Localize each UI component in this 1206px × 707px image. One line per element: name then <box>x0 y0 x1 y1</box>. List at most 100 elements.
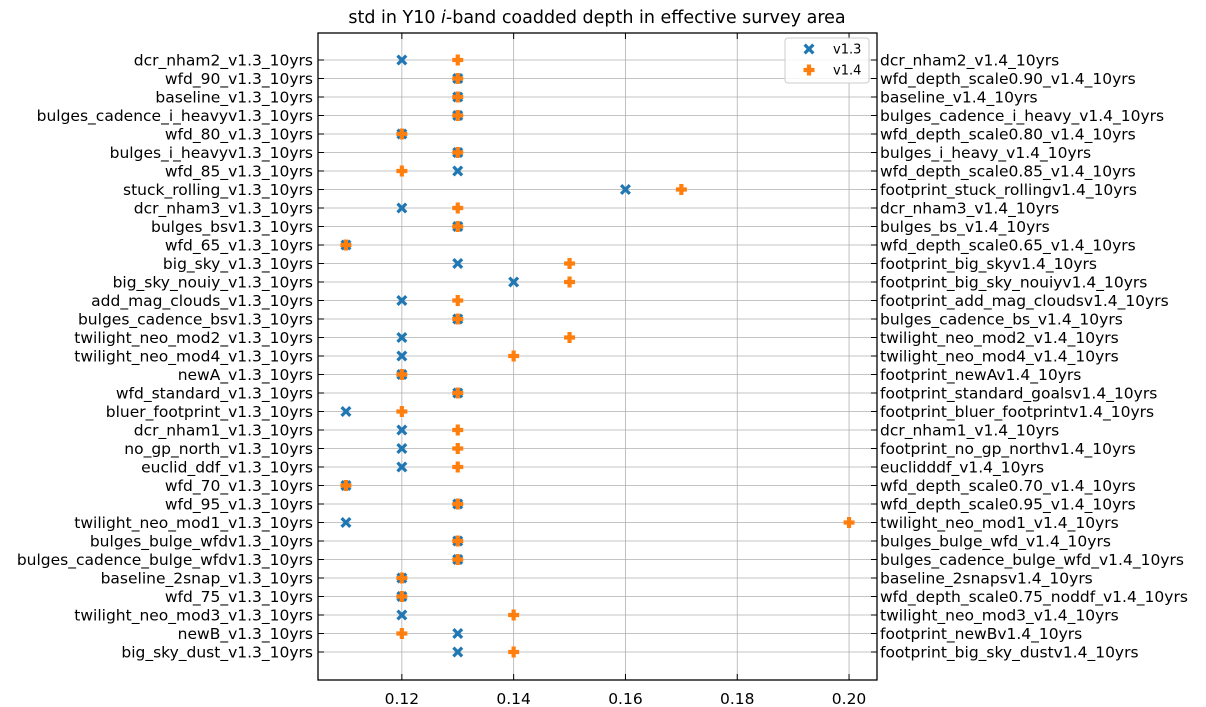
point-v1.4 <box>452 554 464 565</box>
right-row-label: twilight_neo_mod1_v1.4_10yrs <box>880 514 1119 533</box>
point-v1.4 <box>452 54 464 66</box>
point-v1.3 <box>508 276 520 288</box>
point-v1.3 <box>396 202 408 214</box>
left-row-label: wfd_95_v1.3_10yrs <box>165 496 313 515</box>
right-row-label: twilight_neo_mod4_v1.4_10yrs <box>880 348 1119 367</box>
left-row-label: bulges_cadence_i_heavyv1.3_10yrs <box>37 107 313 126</box>
left-row-label: twilight_neo_mod1_v1.3_10yrs <box>74 514 313 533</box>
x-tick-label: 0.20 <box>832 690 867 707</box>
legend-label: v1.4 <box>833 64 861 79</box>
point-v1.4 <box>564 332 576 343</box>
left-row-label: dcr_nham1_v1.3_10yrs <box>134 422 313 441</box>
left-row-label: wfd_85_v1.3_10yrs <box>165 163 313 182</box>
x-axis-tick-labels: 0.12 0.14 0.16 0.18 0.20 <box>385 690 867 707</box>
left-row-label: bulges_i_heavyv1.3_10yrs <box>110 144 313 163</box>
right-row-label: footprint_newBv1.4_10yrs <box>880 625 1082 644</box>
left-row-label: wfd_80_v1.3_10yrs <box>165 126 313 145</box>
point-v1.4 <box>508 646 520 658</box>
right-row-label: dcr_nham2_v1.4_10yrs <box>880 52 1059 71</box>
right-row-label: footprint_no_gp_northv1.4_10yrs <box>880 440 1136 459</box>
left-row-label: bulges_cadence_bsv1.3_10yrs <box>78 311 313 330</box>
x-tick-label: 0.12 <box>385 690 420 707</box>
point-v1.4 <box>843 517 855 528</box>
right-axis-labels: dcr_nham2_v1.4_10yrswfd_depth_scale0.90_… <box>880 52 1188 663</box>
right-row-label: footprint_stuck_rollingv1.4_10yrs <box>880 181 1137 200</box>
right-row-label: bulges_bs_v1.4_10yrs <box>880 218 1050 237</box>
left-row-label: newA_v1.3_10yrs <box>178 366 313 385</box>
point-v1.3 <box>396 443 408 454</box>
right-row-label: euclidddf_v1.4_10yrs <box>880 459 1044 478</box>
left-row-label: bulges_cadence_bulge_wfdv1.3_10yrs <box>17 551 313 570</box>
legend-label: v1.3 <box>833 43 861 58</box>
point-v1.3 <box>396 424 408 436</box>
right-row-label: footprint_big_sky_dustv1.4_10yrs <box>880 644 1139 663</box>
point-v1.4 <box>396 128 408 140</box>
right-row-label: wfd_depth_scale0.95_v1.4_10yrs <box>880 496 1136 515</box>
right-row-label: wfd_depth_scale0.85_v1.4_10yrs <box>880 163 1136 182</box>
point-v1.4 <box>452 424 464 436</box>
x-tick-label: 0.18 <box>720 690 755 707</box>
right-row-label: footprint_big_skyv1.4_10yrs <box>880 255 1097 274</box>
point-v1.3 <box>452 258 464 269</box>
point-v1.4 <box>340 480 352 491</box>
point-v1.3 <box>619 184 631 195</box>
right-row-label: footprint_bluer_footprintv1.4_10yrs <box>880 403 1154 422</box>
left-row-label: wfd_70_v1.3_10yrs <box>165 477 313 496</box>
right-row-label: wfd_depth_scale0.80_v1.4_10yrs <box>880 126 1136 145</box>
point-v1.3 <box>396 332 408 343</box>
right-row-label: wfd_depth_scale0.75_noddf_v1.4_10yrs <box>880 588 1188 607</box>
title-suffix: -band coadded depth in effective survey … <box>446 8 846 28</box>
title-prefix: std in Y10 <box>348 8 441 28</box>
grid <box>318 33 877 680</box>
point-v1.4 <box>396 369 408 380</box>
point-v1.3 <box>452 165 464 177</box>
left-row-label: baseline_2snap_v1.3_10yrs <box>101 570 313 589</box>
point-v1.3 <box>396 350 408 362</box>
right-row-label: bulges_cadence_bs_v1.4_10yrs <box>880 311 1123 330</box>
point-v1.4 <box>452 91 464 103</box>
left-row-label: bulges_bsv1.3_10yrs <box>151 218 313 237</box>
point-v1.4 <box>508 350 520 362</box>
right-row-label: footprint_standard_goalsv1.4_10yrs <box>880 385 1157 404</box>
left-row-label: wfd_standard_v1.3_10yrs <box>116 385 313 404</box>
right-row-label: dcr_nham3_v1.4_10yrs <box>880 200 1059 219</box>
axis-ticks <box>318 33 877 680</box>
right-row-label: baseline_v1.4_10yrs <box>880 89 1038 108</box>
left-row-label: dcr_nham2_v1.3_10yrs <box>134 52 313 71</box>
left-row-label: stuck_rolling_v1.3_10yrs <box>123 181 313 200</box>
point-v1.3 <box>452 628 464 639</box>
right-row-label: wfd_depth_scale0.90_v1.4_10yrs <box>880 70 1136 89</box>
point-v1.4 <box>396 406 408 417</box>
left-row-label: add_mag_clouds_v1.3_10yrs <box>91 292 313 311</box>
point-v1.4 <box>452 147 464 158</box>
right-row-label: footprint_newAv1.4_10yrs <box>880 366 1081 385</box>
left-row-label: twilight_neo_mod3_v1.3_10yrs <box>74 607 313 626</box>
point-v1.4 <box>452 221 464 232</box>
right-row-label: bulges_bulge_wfd_v1.4_10yrs <box>880 533 1111 552</box>
left-row-label: wfd_65_v1.3_10yrs <box>165 237 313 256</box>
point-v1.3 <box>396 609 408 621</box>
right-row-label: baseline_2snapsv1.4_10yrs <box>880 570 1093 589</box>
point-v1.4 <box>452 202 464 214</box>
left-row-label: twilight_neo_mod2_v1.3_10yrs <box>74 329 313 348</box>
right-row-label: wfd_depth_scale0.65_v1.4_10yrs <box>880 237 1136 256</box>
point-v1.4 <box>452 313 464 325</box>
point-v1.4 <box>396 591 408 602</box>
left-row-label: euclid_ddf_v1.3_10yrs <box>141 459 313 478</box>
right-row-label: twilight_neo_mod3_v1.4_10yrs <box>880 607 1119 626</box>
right-row-label: twilight_neo_mod2_v1.4_10yrs <box>880 329 1119 348</box>
point-v1.4 <box>396 628 408 639</box>
point-v1.3 <box>340 517 352 528</box>
point-v1.3 <box>396 295 408 306</box>
right-row-label: bulges_i_heavy_v1.4_10yrs <box>880 144 1091 163</box>
point-v1.4 <box>508 609 520 621</box>
left-row-label: bulges_bulge_wfdv1.3_10yrs <box>90 533 313 552</box>
x-tick-label: 0.16 <box>608 690 643 707</box>
left-row-label: baseline_v1.3_10yrs <box>155 89 313 108</box>
right-row-label: footprint_big_sky_nouiyv1.4_10yrs <box>880 274 1147 293</box>
right-row-label: bulges_cadence_i_heavy_v1.4_10yrs <box>880 107 1164 126</box>
left-row-label: no_gp_north_v1.3_10yrs <box>124 440 313 459</box>
point-v1.4 <box>675 184 687 195</box>
left-axis-labels: dcr_nham2_v1.3_10yrswfd_90_v1.3_10yrsbas… <box>17 52 313 663</box>
